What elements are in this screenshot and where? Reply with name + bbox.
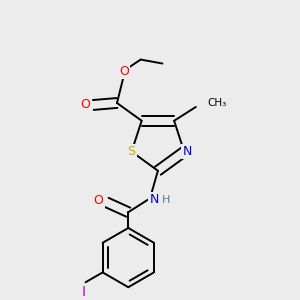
Text: O: O (80, 98, 90, 112)
Text: I: I (82, 285, 86, 299)
Text: S: S (128, 145, 136, 158)
Text: CH₃: CH₃ (208, 98, 227, 108)
Text: N: N (149, 193, 159, 206)
Text: O: O (119, 65, 129, 78)
Text: H: H (162, 195, 170, 205)
Text: O: O (94, 194, 103, 207)
Text: N: N (182, 145, 192, 158)
